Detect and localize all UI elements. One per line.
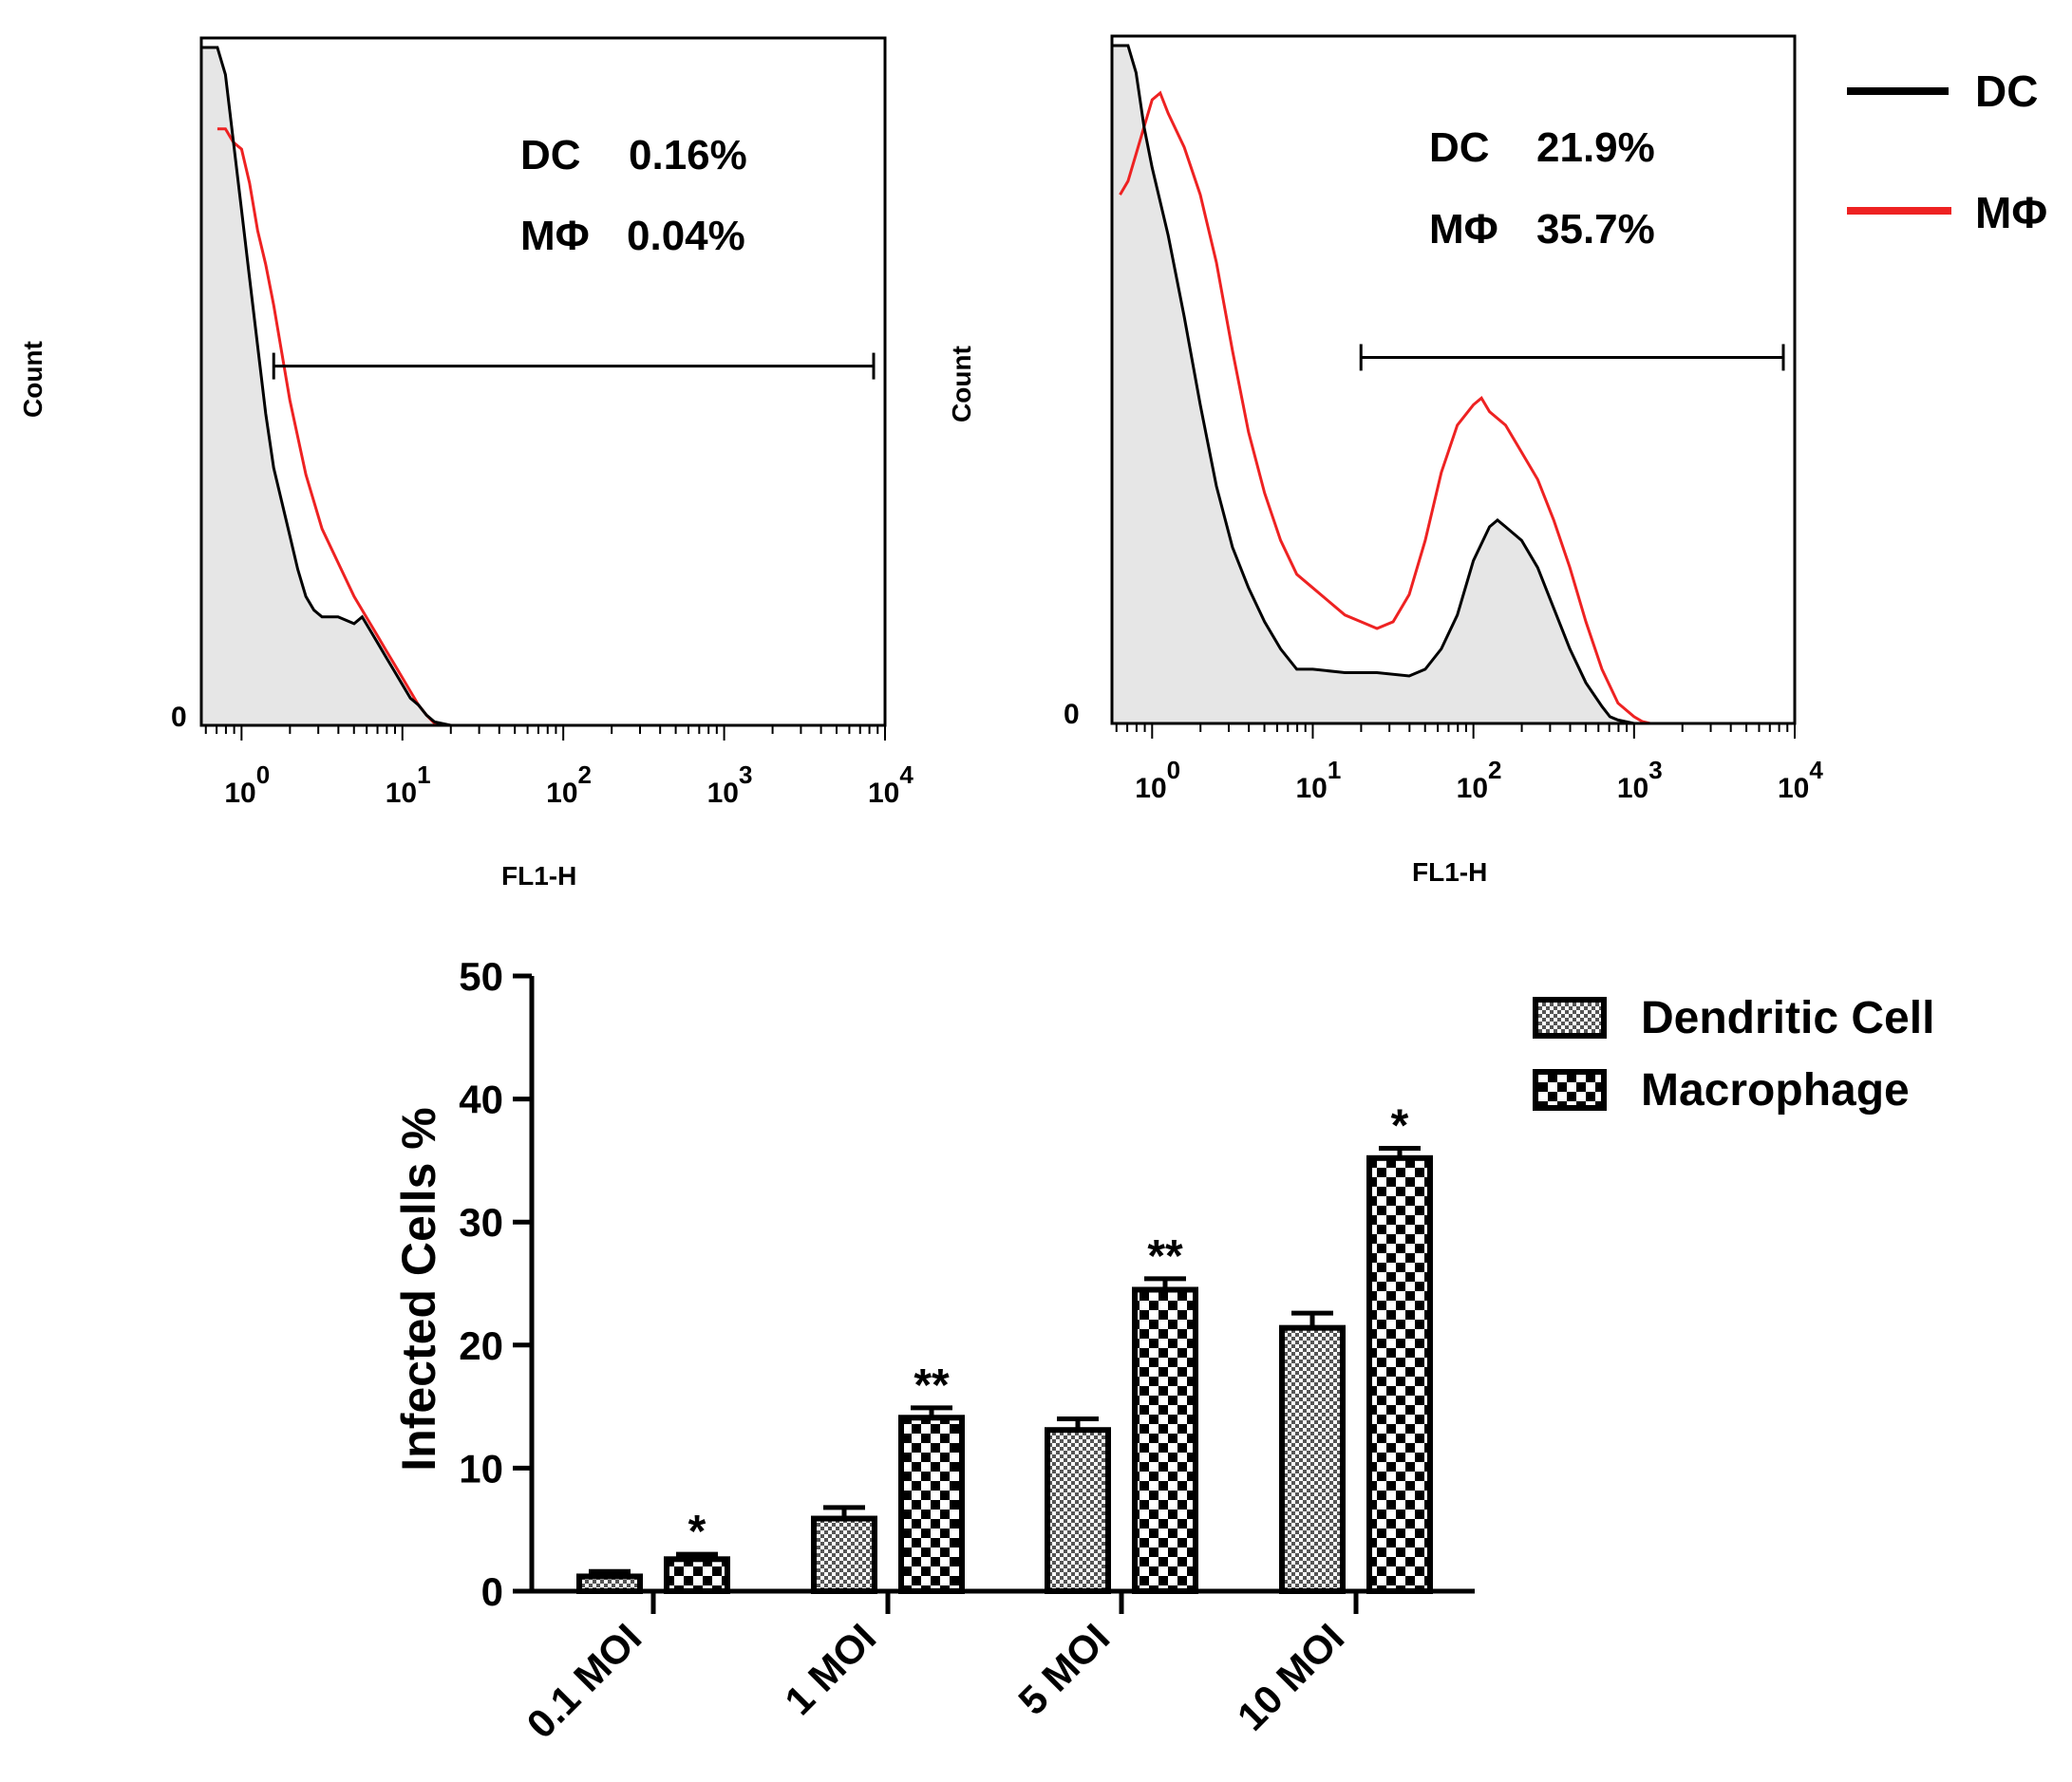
histogram-legend: DC MΦ (1847, 66, 2047, 237)
x-tick-label: 0.1 MOI (518, 1615, 650, 1747)
x-axis-minor-ticks (204, 725, 886, 741)
annotation-dc-label: DC (1429, 124, 1490, 171)
macrophage-histogram-line (1119, 90, 1795, 725)
x-axis-label: FL1-H (501, 861, 576, 891)
dc-histogram-fill (201, 47, 885, 725)
y-tick-label: 50 (459, 954, 503, 999)
legend-item-dc: DC (1847, 66, 2038, 116)
x-tick-label: 101 (386, 760, 431, 809)
bar-dendritic-cell (1279, 1324, 1346, 1594)
y-tick-label: 10 (459, 1446, 503, 1491)
legend-label-dendritic-cell: Dendritic Cell (1641, 993, 1934, 1043)
annotation-macrophage: MΦ 35.7% (1429, 206, 1655, 253)
y-axis-label: Count (18, 341, 47, 418)
bar-dendritic-cell (811, 1515, 877, 1595)
gate-marker (1359, 344, 1785, 371)
legend-label-macrophage: MΦ (1975, 188, 2047, 237)
x-axis-label: FL1-H (1412, 857, 1487, 887)
annotation-dc-value: 21.9% (1536, 124, 1655, 171)
x-tick-label: 100 (224, 760, 270, 809)
y-axis-ticks: 0 10 20 30 40 50 (459, 954, 532, 1614)
annotation-macrophage-label: MΦ (520, 213, 590, 259)
x-tick-label: 5 MOI (1009, 1615, 1118, 1723)
legend-item-macrophage: MΦ (1847, 188, 2047, 237)
bar-legend: Dendritic Cell Macrophage (1533, 993, 1934, 1116)
plot-frame (1110, 34, 1797, 725)
x-tick-label: 104 (1778, 756, 1823, 804)
gate-marker (272, 352, 876, 380)
bar-macrophage (1366, 1154, 1433, 1594)
y-tick-label: 40 (459, 1078, 503, 1122)
x-axis-minor-ticks (1115, 723, 1796, 739)
legend-label-macrophage: Macrophage (1641, 1065, 1910, 1116)
plot-frame (199, 36, 887, 727)
significance-marker: ** (914, 1360, 950, 1411)
significance-marker: ** (1147, 1231, 1183, 1282)
y-tick-label: 0 (481, 1569, 503, 1614)
legend-swatch-macrophage (1533, 1069, 1607, 1111)
annotation-macrophage-value: 35.7% (1536, 206, 1655, 253)
bar-macrophage (1132, 1286, 1198, 1594)
annotation-macrophage-value: 0.04% (627, 213, 745, 259)
x-tick-label: 104 (868, 760, 914, 809)
bars: ****** (576, 1100, 1433, 1595)
annotation-macrophage-label: MΦ (1429, 206, 1498, 253)
dc-histogram-line (1112, 44, 1795, 725)
y-axis-label: Infected Cells % (392, 1107, 445, 1471)
x-tick-label: 103 (1617, 756, 1663, 804)
legend-item-dendritic-cell: Dendritic Cell (1533, 993, 1934, 1043)
y-zero-label: 0 (1064, 699, 1080, 730)
legend-label-dc: DC (1975, 66, 2038, 116)
bar-dendritic-cell (1045, 1427, 1111, 1594)
y-axis-label: Count (947, 346, 976, 422)
histogram-low-panel: 0 Count FL1-H DC 0.16% MΦ 0.04% 100 101 10… (18, 36, 914, 891)
y-zero-label: 0 (171, 702, 187, 733)
x-tick-label: 101 (1295, 756, 1341, 804)
annotation-dc-value: 0.16% (629, 132, 747, 178)
legend-item-macrophage: Macrophage (1533, 1065, 1910, 1116)
x-tick-label: 103 (707, 760, 753, 809)
legend-swatch-dendritic-cell (1533, 997, 1607, 1039)
bar-macrophage (664, 1556, 730, 1594)
y-tick-label: 20 (459, 1323, 503, 1368)
x-tick-label: 102 (1457, 756, 1502, 804)
annotation-dc-label: DC (520, 132, 581, 178)
dc-histogram-fill (1112, 46, 1795, 723)
x-tick-label: 10 MOI (1229, 1615, 1353, 1739)
significance-marker: * (1391, 1100, 1409, 1151)
annotation-dc: DC 0.16% (520, 132, 747, 178)
x-tick-label: 102 (546, 760, 592, 809)
x-tick-label: 1 MOI (776, 1615, 884, 1723)
significance-marker: * (688, 1507, 706, 1557)
y-tick-label: 30 (459, 1200, 503, 1245)
dc-histogram-line (201, 46, 885, 727)
x-tick-label: 100 (1135, 756, 1180, 804)
bar-macrophage (898, 1415, 965, 1595)
annotation-dc: DC 21.9% (1429, 124, 1655, 171)
annotation-macrophage: MΦ 0.04% (520, 213, 745, 259)
x-axis-ticks: 0.1 MOI 1 MOI 5 MOI 10 MOI (518, 1591, 1359, 1747)
histogram-high-panel: 0 Count FL1-H DC 21.9% MΦ 35.7% 100 101 10… (947, 34, 1823, 887)
